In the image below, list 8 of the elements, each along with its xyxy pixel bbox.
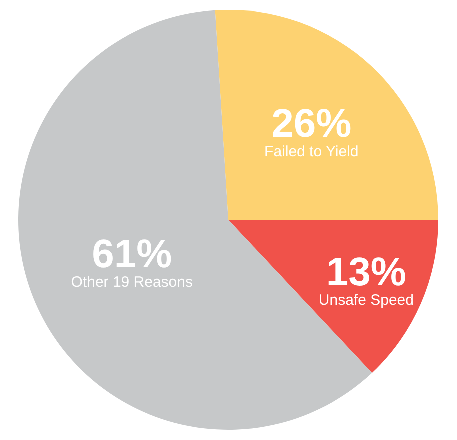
data-label: 13% bbox=[326, 250, 406, 294]
pie-slice bbox=[215, 10, 438, 220]
data-label: 26% bbox=[272, 102, 352, 146]
slice-label: Other 19 Reasons bbox=[71, 274, 194, 291]
slice-label: Unsafe Speed bbox=[318, 292, 414, 309]
data-label: 61% bbox=[92, 232, 172, 276]
pie-slice bbox=[228, 220, 438, 374]
slice-label: Failed to Yield bbox=[264, 144, 359, 161]
